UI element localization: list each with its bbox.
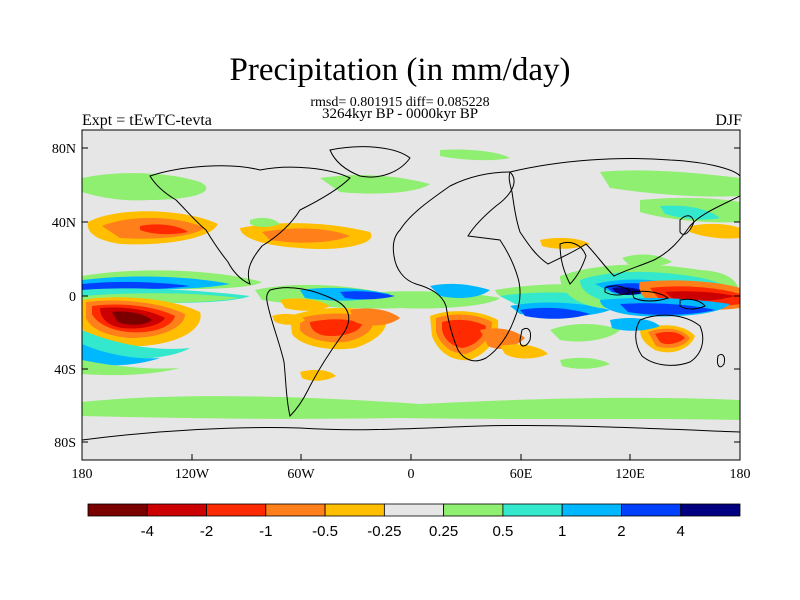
colorbar-label: -2 — [200, 523, 213, 540]
colorbar-swatch — [443, 503, 504, 517]
x-tick-label: 0 — [408, 467, 415, 482]
x-tick-label: 120W — [175, 467, 210, 482]
colorbar-swatch — [621, 503, 682, 517]
colorbar-label: 0.5 — [492, 523, 513, 540]
y-tick-label: 80N — [52, 142, 76, 157]
x-tick-label: 60E — [510, 467, 533, 482]
x-tick-label: 180 — [72, 467, 93, 482]
colorbar-swatch — [680, 503, 741, 517]
period-subtitle: 3264kyr BP - 0000kyr BP — [321, 106, 479, 122]
colorbar-label: 4 — [677, 523, 685, 540]
colorbar-label: -1 — [259, 523, 272, 540]
plot-title: Precipitation (in mm/day) — [229, 52, 571, 88]
experiment-label: Expt = tEwTC-tevta — [82, 112, 212, 129]
y-tick-label: 80S — [54, 436, 76, 451]
x-tick-label: 180 — [730, 467, 751, 482]
y-tick-label: 0 — [69, 290, 76, 305]
colorbar-swatch — [561, 503, 622, 517]
colorbar-label: -0.5 — [312, 523, 338, 540]
y-tick-label: 40N — [52, 216, 76, 231]
coastlines — [82, 146, 740, 441]
colorbar-swatch — [87, 503, 148, 517]
y-tick-label: 40S — [54, 363, 76, 378]
season-label: DJF — [715, 112, 742, 129]
colorbar-label: -4 — [141, 523, 154, 540]
colorbar-swatch — [502, 503, 563, 517]
x-tick-label: 120E — [615, 467, 645, 482]
colorbar-swatch — [324, 503, 385, 517]
colorbar-swatch — [265, 503, 326, 517]
colorbar-label: -0.25 — [367, 523, 401, 540]
x-tick-label: 60W — [287, 467, 315, 482]
colorbar: -4 -2 -1 -0.5 -0.25 0.25 0.5 1 2 4 — [87, 503, 741, 540]
colorbar-swatch — [383, 503, 445, 517]
stats-subtitle: rmsd= 0.801915 diff= 0.085228 — [310, 95, 490, 110]
colorbar-label: 2 — [617, 523, 625, 540]
axis-ticks — [81, 147, 741, 460]
colorbar-swatch — [206, 503, 267, 517]
colorbar-swatch — [146, 503, 207, 517]
colorbar-label: 0.25 — [429, 523, 458, 540]
precip-field — [82, 149, 740, 420]
colorbar-label: 1 — [558, 523, 566, 540]
